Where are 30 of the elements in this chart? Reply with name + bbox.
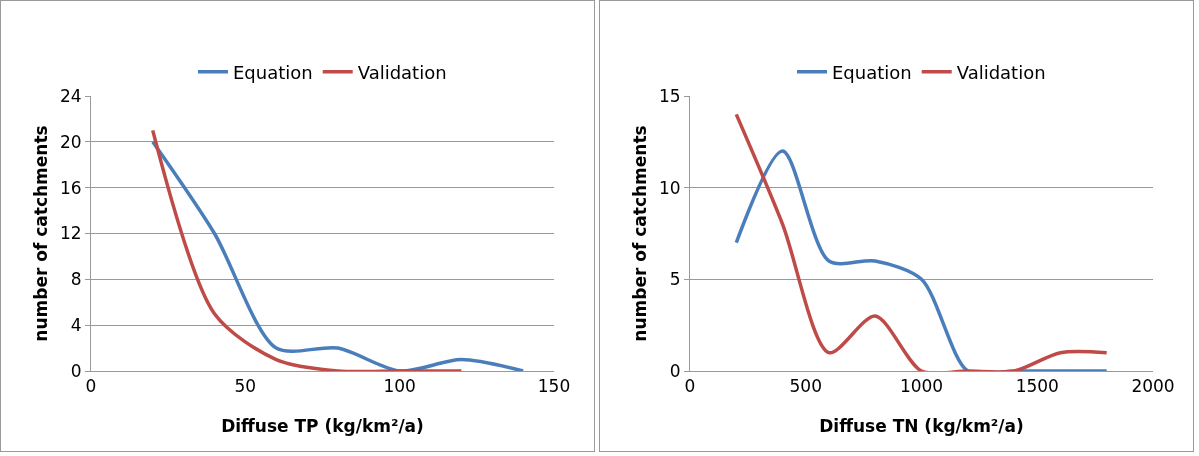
y-tick-label: 10 [658,177,681,198]
y-tick-label: 4 [70,315,82,336]
y-tick-label: 0 [669,360,681,381]
x-tick-label: 150 [537,376,571,397]
legend-label: Equation [233,61,313,83]
y-tick-label: 24 [59,85,82,106]
y-axis-title: number of catchments [630,125,650,342]
y-tick-label: 15 [658,85,681,106]
y-tick-label: 12 [59,223,82,244]
x-tick-label: 50 [234,376,257,397]
x-axis-title: Diffuse TN (kg/km²/a) [819,416,1024,436]
legend-label: Validation [956,61,1046,83]
x-tick-label: 100 [383,376,416,397]
x-tick-label: 2000 [1131,376,1175,397]
y-axis-title: number of catchments [31,125,51,342]
line-series [150,140,525,371]
x-tick-label: 0 [684,376,696,397]
y-tick-label: 8 [70,269,82,290]
y-tick-label: 5 [669,269,681,290]
line-series [150,128,464,371]
x-tick-label: 1500 [1015,376,1059,397]
x-axis-title: Diffuse TP (kg/km²/a) [221,416,424,436]
x-tick-label: 0 [85,376,97,397]
legend-label: Validation [357,61,447,83]
x-tick-label: 500 [789,376,822,397]
y-tick-label: 0 [70,360,82,381]
legend-label: Equation [832,61,912,83]
y-tick-label: 16 [59,177,82,198]
y-tick-label: 20 [59,131,82,152]
x-tick-label: 1000 [899,376,944,397]
